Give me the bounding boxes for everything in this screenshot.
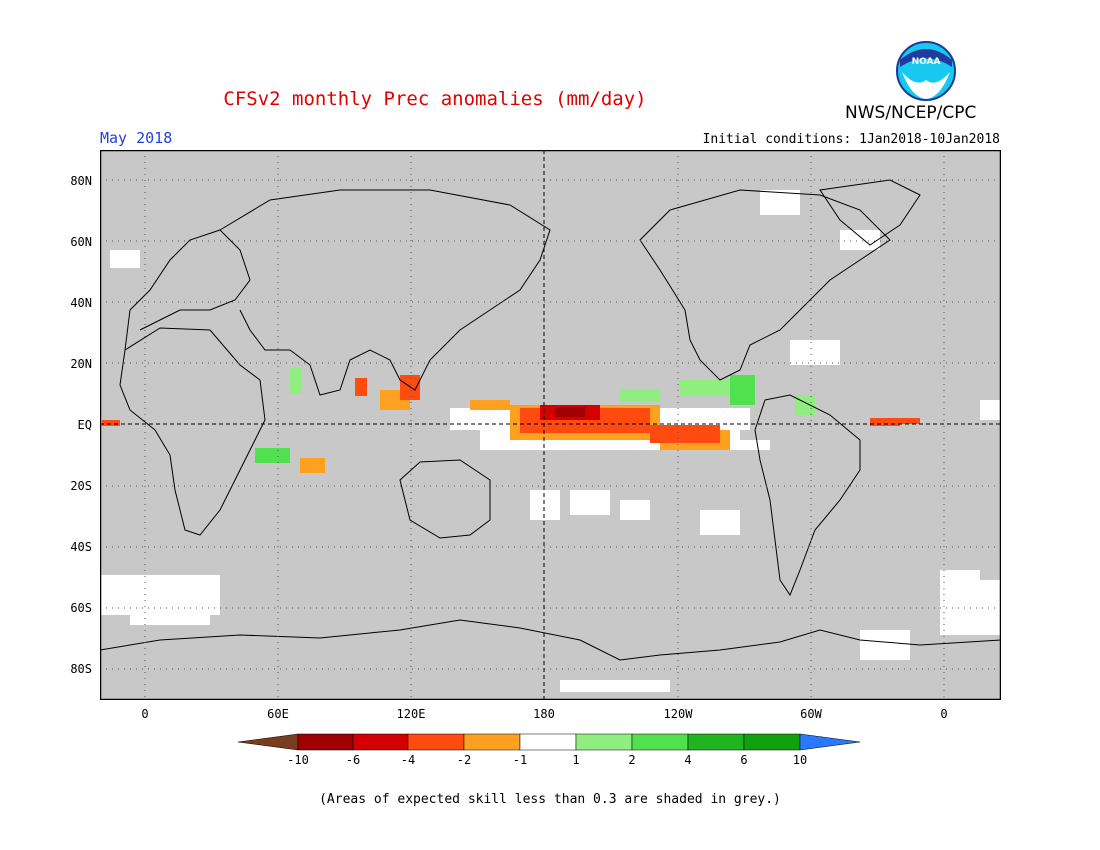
map-frame	[100, 150, 1001, 700]
lat-label: 20S	[70, 479, 92, 493]
equator-dateline	[100, 150, 1001, 700]
lat-label: 60N	[70, 235, 92, 249]
colorbar-arrow-low	[238, 733, 299, 751]
colorbar-label: -4	[400, 753, 416, 767]
skill-footnote: (Areas of expected skill less than 0.3 a…	[319, 792, 781, 807]
precip-anomaly-map	[100, 150, 1001, 700]
lon-label: 0	[940, 707, 948, 721]
colorbar-arrow-high	[799, 733, 861, 751]
initial-conditions-label: Initial conditions: 1Jan2018-10Jan2018	[702, 132, 1000, 147]
lat-label: 80N	[70, 174, 92, 188]
lat-label: 40S	[70, 540, 92, 554]
lat-label: 40N	[70, 296, 92, 310]
map-title: CFSv2 monthly Prec anomalies (mm/day)	[223, 88, 647, 110]
colorbar	[238, 733, 861, 751]
colorbar-label: -10	[287, 753, 309, 767]
positive-anomaly-patches	[255, 368, 815, 463]
lon-label: 0	[141, 707, 149, 721]
noaa-logo-text: NOAA	[912, 57, 941, 67]
month-label: May 2018	[100, 129, 173, 147]
colorbar-cell	[297, 733, 354, 751]
colorbar-label: 2	[628, 753, 636, 767]
colorbar-cell	[631, 733, 689, 751]
colorbar-label: 1	[572, 753, 580, 767]
lat-label: 80S	[70, 662, 92, 676]
colorbar-cell	[463, 733, 521, 751]
lon-label: 60E	[267, 707, 289, 721]
lon-label: 120W	[663, 707, 693, 721]
colorbar-cell	[743, 733, 801, 751]
colorbar-label: 4	[684, 753, 692, 767]
lat-label: EQ	[77, 418, 92, 432]
colorbar-label: 6	[740, 753, 748, 767]
colorbar-cell	[687, 733, 745, 751]
coastlines	[100, 179, 1001, 661]
colorbar-label: -2	[456, 753, 472, 767]
lat-label: 20N	[70, 357, 92, 371]
lat-label: 60S	[70, 601, 92, 615]
colorbar-cell	[352, 733, 409, 751]
colorbar-label: 10	[792, 753, 808, 767]
colorbar-cell	[575, 733, 633, 751]
lat-lon-grid	[100, 150, 1001, 700]
colorbar-cell	[407, 733, 465, 751]
noaa-logo: NOAA	[896, 41, 956, 101]
lon-label: 120E	[396, 707, 426, 721]
lon-label: 60W	[800, 707, 822, 721]
colorbar-cell	[519, 733, 577, 751]
lon-label: 180	[533, 707, 555, 721]
agency-label: NWS/NCEP/CPC	[845, 103, 977, 123]
negative-anomaly-patches	[102, 375, 920, 473]
colorbar-label: -6	[345, 753, 361, 767]
colorbar-label: -1	[512, 753, 528, 767]
